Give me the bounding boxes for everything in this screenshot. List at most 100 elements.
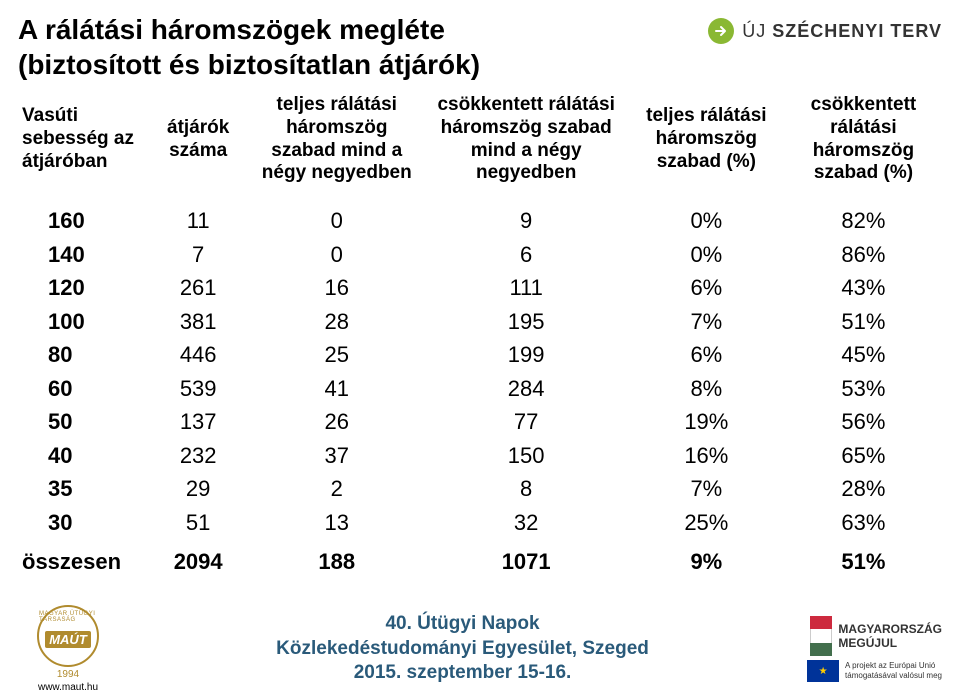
table-cell: 140 <box>18 238 147 272</box>
event-block: 40. Útügyi Napok Közlekedéstudományi Egy… <box>118 612 807 686</box>
footer-cell: 9% <box>628 539 785 579</box>
szechenyi-text: ÚJ SZÉCHENYI TERV <box>742 21 942 42</box>
table-cell: 539 <box>147 372 249 406</box>
right-badges: MAGYARORSZÁG MEGÚJUL ★ A projekt az Euró… <box>807 616 942 682</box>
table-row: 80446251996%45% <box>18 338 942 372</box>
maut-year: 1994 <box>57 669 79 680</box>
table-cell: 16 <box>249 271 425 305</box>
table-row: 60539412848%53% <box>18 372 942 406</box>
table-row: 3051133225%63% <box>18 506 942 540</box>
maut-circle: MAGYAR ÚTÜGYI TÁRSASÁG MAÚT <box>37 605 99 667</box>
table-cell: 86% <box>785 238 942 272</box>
table-cell: 80 <box>18 338 147 372</box>
event-line-2: Közlekedéstudományi Egyesület, Szeged <box>118 637 807 662</box>
maut-logo: MAGYAR ÚTÜGYI TÁRSASÁG MAÚT 1994 www.mau… <box>18 605 118 693</box>
table-cell: 65% <box>785 439 942 473</box>
table-cell: 284 <box>425 372 628 406</box>
table-cell: 82% <box>785 195 942 238</box>
header-cell: csökkentett rálátási háromszög szabad mi… <box>425 90 628 195</box>
table-cell: 25 <box>249 338 425 372</box>
eu-flag-icon: ★ <box>807 660 839 682</box>
table-cell: 160 <box>18 195 147 238</box>
header-cell: teljes rálátási háromszög szabad mind a … <box>249 90 425 195</box>
table-cell: 41 <box>249 372 425 406</box>
table-cell: 29 <box>147 472 249 506</box>
table-cell: 37 <box>249 439 425 473</box>
table-row: 120261161116%43% <box>18 271 942 305</box>
table-cell: 56% <box>785 405 942 439</box>
table-cell: 32 <box>425 506 628 540</box>
table-cell: 2 <box>249 472 425 506</box>
maut-url: www.maut.hu <box>38 682 98 693</box>
table-cell: 51% <box>785 305 942 339</box>
header-cell: Vasúti sebesség az átjáróban <box>18 90 147 195</box>
event-line-3: 2015. szeptember 15-16. <box>118 661 807 686</box>
maut-arc-text: MAGYAR ÚTÜGYI TÁRSASÁG <box>39 611 97 623</box>
footer-cell: 2094 <box>147 539 249 579</box>
data-table: Vasúti sebesség az átjáróban átjárók szá… <box>18 90 942 579</box>
table-row: 16011090%82% <box>18 195 942 238</box>
eu-line-2: támogatásával valósul meg <box>845 671 942 681</box>
table-cell: 195 <box>425 305 628 339</box>
table-cell: 60 <box>18 372 147 406</box>
eu-badge: ★ A projekt az Európai Unió támogatásáva… <box>807 660 942 682</box>
table-cell: 51 <box>147 506 249 540</box>
header-cell: teljes rálátási háromszög szabad (%) <box>628 90 785 195</box>
footer-cell: 188 <box>249 539 425 579</box>
table-body: 16011090%82%1407060%86%120261161116%43%1… <box>18 195 942 539</box>
table-cell: 120 <box>18 271 147 305</box>
table-row: 50137267719%56% <box>18 405 942 439</box>
maut-main-text: MAÚT <box>45 631 91 648</box>
table-cell: 28 <box>249 305 425 339</box>
table-cell: 232 <box>147 439 249 473</box>
table-cell: 13 <box>249 506 425 540</box>
table-cell: 43% <box>785 271 942 305</box>
szechenyi-logo: ÚJ SZÉCHENYI TERV <box>708 12 942 44</box>
header-cell: csökkentett rálátási háromszög szabad (%… <box>785 90 942 195</box>
table-cell: 35 <box>18 472 147 506</box>
szechenyi-prefix: ÚJ <box>742 21 766 41</box>
table-row: 402323715016%65% <box>18 439 942 473</box>
table-row: 1407060%86% <box>18 238 942 272</box>
szechenyi-name: SZÉCHENYI TERV <box>772 21 942 41</box>
table-cell: 11 <box>147 195 249 238</box>
header: A rálátási háromszögek megléte (biztosít… <box>0 0 960 82</box>
event-line-1: 40. Útügyi Napok <box>118 612 807 637</box>
table-cell: 6% <box>628 271 785 305</box>
table-cell: 16% <box>628 439 785 473</box>
title-line-1: A rálátási háromszögek megléte <box>18 12 708 47</box>
table-cell: 7 <box>147 238 249 272</box>
table-row: 3529287%28% <box>18 472 942 506</box>
table-cell: 50 <box>18 405 147 439</box>
table-cell: 45% <box>785 338 942 372</box>
table-cell: 30 <box>18 506 147 540</box>
footer-cell: összesen <box>18 539 147 579</box>
table-cell: 381 <box>147 305 249 339</box>
table-cell: 53% <box>785 372 942 406</box>
table-cell: 26 <box>249 405 425 439</box>
table-row: 100381281957%51% <box>18 305 942 339</box>
hungary-badge: MAGYARORSZÁG MEGÚJUL <box>810 616 942 656</box>
table-cell: 0% <box>628 195 785 238</box>
table-cell: 77 <box>425 405 628 439</box>
title-line-2: (biztosított és biztosítatlan átjárók) <box>18 47 708 82</box>
table-container: Vasúti sebesség az átjáróban átjárók szá… <box>0 82 960 579</box>
table-cell: 150 <box>425 439 628 473</box>
table-cell: 111 <box>425 271 628 305</box>
table-cell: 40 <box>18 439 147 473</box>
table-cell: 25% <box>628 506 785 540</box>
table-cell: 8 <box>425 472 628 506</box>
hungary-flag-icon <box>810 616 832 656</box>
table-cell: 19% <box>628 405 785 439</box>
footer: MAGYAR ÚTÜGYI TÁRSASÁG MAÚT 1994 www.mau… <box>0 604 960 694</box>
table-header: Vasúti sebesség az átjáróban átjárók szá… <box>18 90 942 195</box>
table-cell: 6% <box>628 338 785 372</box>
table-cell: 199 <box>425 338 628 372</box>
table-cell: 63% <box>785 506 942 540</box>
table-cell: 8% <box>628 372 785 406</box>
header-cell: átjárók száma <box>147 90 249 195</box>
table-cell: 0% <box>628 238 785 272</box>
table-cell: 7% <box>628 305 785 339</box>
arrow-icon <box>708 18 734 44</box>
table-cell: 0 <box>249 238 425 272</box>
